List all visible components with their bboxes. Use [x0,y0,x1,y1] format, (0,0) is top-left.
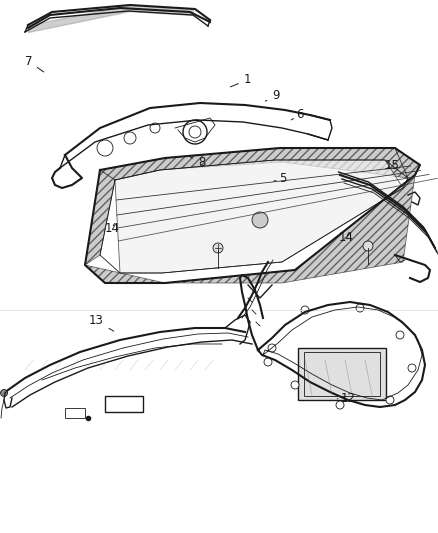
Text: 1: 1 [230,74,251,87]
Circle shape [252,212,268,228]
Text: 6: 6 [291,108,304,121]
Text: 9: 9 [265,90,280,102]
Polygon shape [85,175,415,283]
Text: 15: 15 [385,159,399,172]
Circle shape [408,364,416,372]
Text: 14: 14 [104,222,119,235]
Circle shape [386,396,394,404]
Text: 5: 5 [274,172,286,185]
Bar [304,352,380,396]
Polygon shape [100,148,408,180]
Polygon shape [395,148,420,188]
Circle shape [268,344,276,352]
Bar [105,396,143,412]
Circle shape [301,306,309,314]
Text: 13: 13 [89,314,114,331]
Circle shape [356,304,364,312]
Circle shape [264,358,272,366]
Bar [65,408,85,418]
Circle shape [0,390,7,397]
Text: 14: 14 [339,231,353,244]
Polygon shape [115,160,403,273]
Bar [298,348,386,400]
Text: 7: 7 [25,55,44,72]
Text: 8: 8 [191,156,205,169]
Circle shape [213,243,223,253]
Circle shape [336,401,344,409]
Circle shape [363,241,373,251]
Polygon shape [85,170,115,265]
Circle shape [291,381,299,389]
Text: 12: 12 [337,392,356,405]
Circle shape [396,331,404,339]
